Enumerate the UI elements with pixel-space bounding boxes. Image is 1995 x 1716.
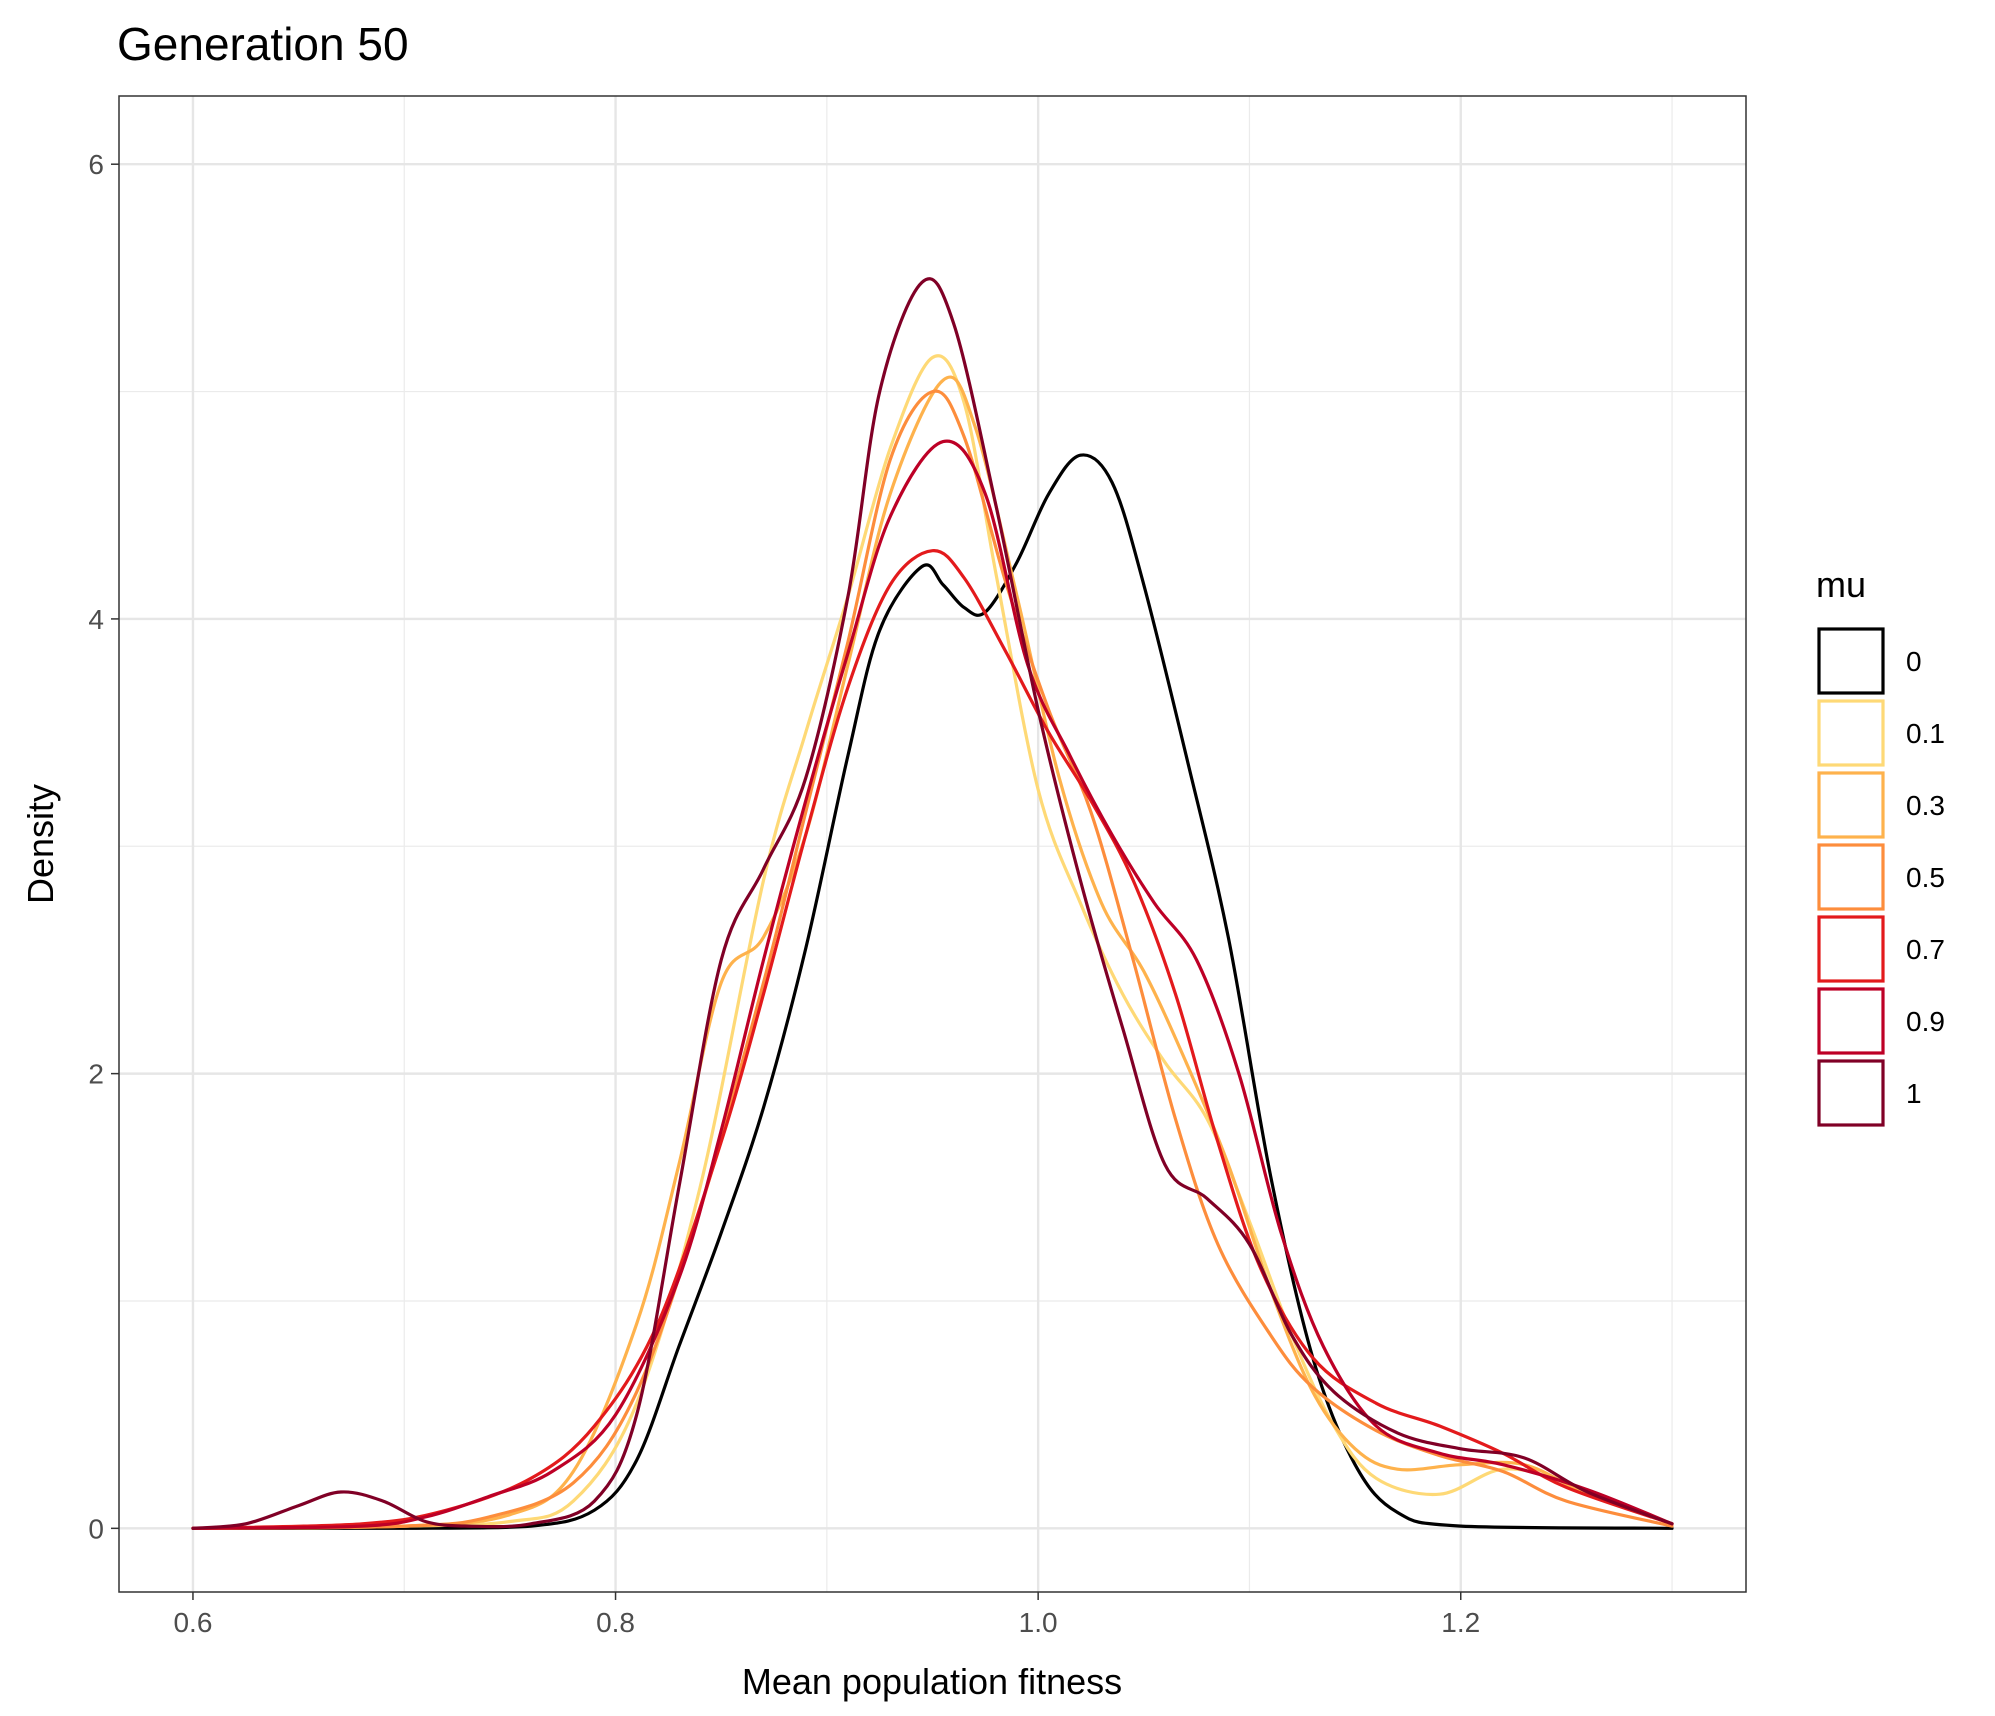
x-tick-label: 0.8 [596,1607,635,1638]
x-axis-ticks: 0.6 0.8 1.0 1.2 [173,1592,1480,1638]
legend-label: 0.3 [1906,790,1945,821]
plot-panel [119,96,1746,1592]
plot-border [118,95,1747,1593]
legend: mu 0 0.1 0.3 0.5 0.7 0.9 1 [1816,564,1945,1127]
legend-title: mu [1816,564,1866,605]
chart-title: Generation 50 [117,18,409,70]
y-axis-title: Density [20,784,61,904]
y-tick-label: 0 [88,1513,104,1544]
legend-label: 0.9 [1906,1006,1945,1037]
y-tick-label: 2 [88,1059,104,1090]
x-axis-title: Mean population fitness [742,1661,1122,1702]
density-curve-mu-0 [191,453,1674,1530]
legend-label: 0.5 [1906,862,1945,893]
legend-key-mu-0-9 [1817,987,1885,1055]
density-curves [191,277,1674,1530]
y-tick-label: 4 [88,604,104,635]
density-curve-mu-1 [191,277,1674,1530]
legend-label: 0 [1906,646,1922,677]
y-axis-ticks: 0 2 4 6 [88,149,119,1544]
legend-key-mu-0 [1817,627,1885,695]
legend-label: 1 [1906,1078,1922,1109]
legend-key-mu-0-5 [1817,843,1885,911]
y-tick-label: 6 [88,149,104,180]
legend-key-mu-0-7 [1817,915,1885,983]
legend-key-mu-0-3 [1817,771,1885,839]
x-tick-label: 0.6 [173,1607,212,1638]
legend-label: 0.1 [1906,718,1945,749]
density-curve-mu-0-7 [191,549,1674,1530]
legend-key-mu-0-1 [1817,699,1885,767]
x-tick-label: 1.2 [1441,1607,1480,1638]
density-curve-mu-0-3 [191,375,1674,1530]
legend-items: 0 0.1 0.3 0.5 0.7 0.9 1 [1817,627,1945,1127]
legend-label: 0.7 [1906,934,1945,965]
density-curve-mu-0-9 [191,439,1674,1530]
legend-key-mu-1 [1817,1059,1885,1127]
x-tick-label: 1.0 [1019,1607,1058,1638]
